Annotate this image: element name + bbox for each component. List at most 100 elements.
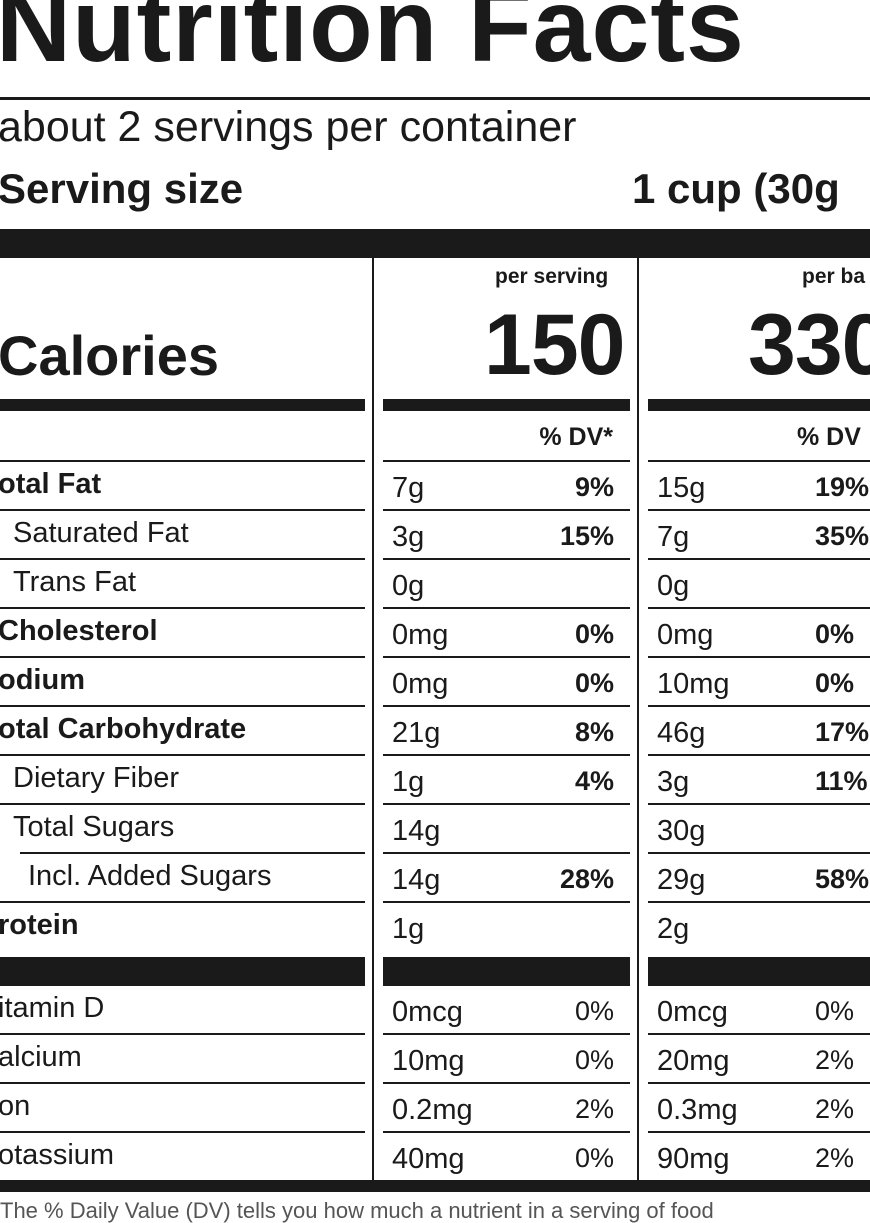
row-separator (0, 1131, 365, 1133)
row-separator (383, 509, 630, 511)
row-separator (383, 656, 630, 658)
bag-amount: 46g (657, 717, 706, 749)
row-separator (383, 460, 630, 462)
serving-amount: 7g (392, 472, 425, 504)
row-separator (0, 1033, 365, 1035)
bag-amount: 0mcg (657, 996, 728, 1028)
label-title: Nutrition Facts (0, 0, 745, 84)
serving-amount: 10mg (392, 1045, 465, 1077)
row-separator (648, 656, 870, 658)
calories-label: Calories (0, 324, 219, 387)
title-rule (0, 97, 870, 100)
row-separator (648, 705, 870, 707)
nutrient-label: otal Fat (0, 468, 102, 500)
bag-amount: 20mg (657, 1045, 730, 1077)
vitamin-bar-bag (648, 957, 870, 985)
row-separator (383, 901, 630, 903)
row-separator (648, 984, 870, 986)
servings-per-container: about 2 servings per container (0, 103, 577, 151)
row-separator (383, 1033, 630, 1035)
bag-amount: 2g (657, 913, 690, 945)
serving-dv: 0% (574, 668, 614, 698)
nutrient-label: Cholesterol (0, 615, 158, 647)
column-divider-left (372, 258, 374, 1180)
serving-dv: 0% (574, 1143, 614, 1173)
calories-bar-bag (648, 399, 870, 411)
row-separator (648, 1131, 870, 1133)
thick-bar-top (0, 229, 870, 258)
serving-dv: 8% (574, 717, 614, 747)
serving-dv: 15% (559, 521, 614, 551)
column-divider-right (637, 258, 639, 1180)
serving-dv: 0% (574, 1045, 614, 1075)
nutrient-label: Trans Fat (13, 566, 137, 598)
bag-amount: 0mg (657, 619, 714, 651)
serving-dv: 0% (574, 619, 614, 649)
row-separator (0, 754, 365, 756)
bag-amount: 30g (657, 815, 706, 847)
row-separator (648, 1033, 870, 1035)
nutrient-label: alcium (0, 1041, 82, 1073)
row-separator (383, 705, 630, 707)
row-separator (648, 607, 870, 609)
bag-dv: 0% (815, 619, 855, 649)
thick-bar-bottom (0, 1180, 870, 1192)
row-separator (0, 509, 365, 511)
per-bag-header: per ba (802, 265, 866, 288)
nutrient-label: Dietary Fiber (13, 762, 179, 794)
nutrient-label: otal Carbohydrate (0, 713, 247, 745)
dv-header-serving: % DV* (539, 423, 613, 451)
serving-dv: 4% (574, 766, 614, 796)
bag-dv: 0% (815, 668, 855, 698)
row-separator (0, 984, 365, 986)
row-separator (383, 984, 630, 986)
serving-amount: 40mg (392, 1143, 465, 1175)
serving-amount: 0mg (392, 668, 449, 700)
row-separator (648, 1082, 870, 1084)
serving-amount: 0mg (392, 619, 449, 651)
per-serving-header: per serving (495, 265, 609, 288)
bag-amount: 3g (657, 766, 690, 798)
serving-size-value: 1 cup (30g (632, 165, 840, 212)
bag-amount: 90mg (657, 1143, 730, 1175)
bag-dv: 2% (815, 1094, 855, 1124)
bag-dv: 17% (815, 717, 870, 747)
row-separator (648, 509, 870, 511)
row-separator (383, 754, 630, 756)
row-separator (383, 558, 630, 560)
row-separator (648, 803, 870, 805)
nutrient-label: rotein (0, 909, 79, 941)
nutrient-label: Total Sugars (13, 811, 175, 843)
serving-amount: 14g (392, 864, 441, 896)
nutrient-label: on (0, 1090, 31, 1122)
calories-per-bag: 330 (748, 297, 870, 393)
bag-dv: 19% (815, 472, 870, 502)
nutrient-label: odium (0, 664, 85, 696)
bag-amount: 15g (657, 472, 706, 504)
serving-amount: 0g (392, 570, 425, 602)
bag-dv: 11% (815, 766, 868, 796)
serving-dv: 0% (574, 996, 614, 1026)
footnote: The % Daily Value (DV) tells you how muc… (0, 1198, 714, 1223)
nutrient-label: Incl. Added Sugars (28, 860, 272, 892)
row-separator (383, 607, 630, 609)
row-separator (383, 852, 630, 854)
serving-dv: 9% (574, 472, 614, 502)
calories-per-serving: 150 (484, 297, 625, 393)
serving-amount: 3g (392, 521, 425, 553)
row-separator (383, 1131, 630, 1133)
bag-dv: 2% (815, 1045, 855, 1075)
calories-bar-serving (383, 399, 630, 411)
serving-size-label: Serving size (0, 165, 244, 212)
row-separator (383, 803, 630, 805)
serving-amount: 1g (392, 913, 425, 945)
bag-amount: 0.3mg (657, 1094, 738, 1126)
bag-dv: 0% (815, 996, 855, 1026)
row-separator (0, 803, 365, 805)
row-separator (0, 1082, 365, 1084)
row-separator (648, 852, 870, 854)
serving-dv: 28% (559, 864, 614, 894)
bag-amount: 0g (657, 570, 690, 602)
row-separator (0, 705, 365, 707)
bag-amount: 29g (657, 864, 706, 896)
